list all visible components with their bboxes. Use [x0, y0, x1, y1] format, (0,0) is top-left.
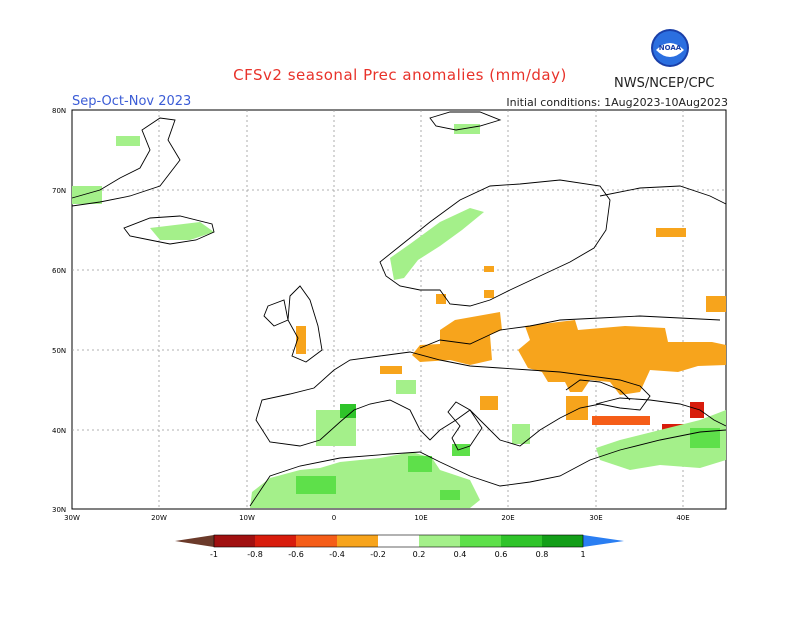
lon-label-0: 0 [332, 514, 336, 522]
season-label: Sep-Oct-Nov 2023 [72, 94, 192, 109]
legend-swatch-neg08 [255, 535, 296, 547]
legend-swatch-02 [419, 535, 460, 547]
lon-label-10e: 10E [414, 514, 427, 522]
wet-area-iceland [150, 222, 214, 240]
dry-area-central-europe [412, 312, 502, 365]
coast-scandinavia [379, 179, 611, 307]
legend-swatch-04 [460, 535, 501, 547]
lon-label-20w: 20W [151, 514, 167, 522]
noaa-logo: NOAA [650, 28, 690, 68]
dry-area-france [380, 366, 402, 374]
wet-area-libya [440, 490, 460, 500]
coast-north-africa [249, 429, 727, 507]
coast-europe-mainland [255, 351, 651, 447]
dry-very-strong-area-caspian [690, 402, 704, 418]
legend-label-06: 0.6 [495, 550, 508, 559]
wet-area-svalbard [116, 136, 140, 146]
agency-label: NWS/NCEP/CPC [614, 76, 715, 91]
wet-area-greenland [72, 186, 102, 204]
coast-black-sea [595, 397, 727, 427]
coast-svalbard [429, 111, 502, 131]
legend-label-neg02: -0.2 [370, 550, 386, 559]
wet-area-norway [390, 208, 484, 280]
lat-label-60n: 60N [52, 267, 66, 275]
wet-area-tunisia [408, 456, 432, 472]
legend-swatch-08 [542, 535, 583, 547]
wet-area-alps [396, 380, 416, 394]
dry-anomaly-areas [296, 228, 726, 420]
dry-strong-area-turkey [592, 416, 650, 425]
wet-area-greece [512, 424, 530, 444]
border-central [419, 315, 721, 349]
dry-area-baltic [484, 290, 494, 298]
lon-axis-labels: 30W 20W 10W 0 10E 20E 30E 40E [64, 514, 690, 522]
legend-swatch-above-1 [583, 535, 624, 547]
dry-area-black-sea [566, 396, 588, 420]
coast-ireland [263, 299, 289, 327]
legend-label-1: 1 [580, 550, 585, 559]
color-legend [175, 534, 624, 548]
coastlines [71, 111, 727, 507]
legend-label-04: 0.4 [454, 550, 467, 559]
map-title: CFSv2 seasonal Prec anomalies (mm/day) [233, 66, 567, 84]
dry-area-britain [296, 326, 306, 354]
legend-label-08: 0.8 [536, 550, 549, 559]
lat-label-40n: 40N [52, 427, 66, 435]
lat-label-30n: 30N [52, 506, 66, 514]
wet-area-east-spain [340, 404, 356, 418]
lat-axis-labels: 80N 70N 60N 50N 40N 30N [52, 107, 66, 514]
legend-swatch-neg06 [296, 535, 337, 547]
wet-area-iran [690, 428, 720, 448]
initial-conditions-label: Initial conditions: 1Aug2023-10Aug2023 [506, 96, 728, 109]
lon-label-40e: 40E [676, 514, 689, 522]
legend-label-neg04: -0.4 [329, 550, 345, 559]
dry-area-eastern-europe [518, 320, 726, 395]
coast-greenland [71, 117, 181, 207]
lat-label-70n: 70N [52, 187, 66, 195]
coast-britain [287, 285, 323, 363]
legend-label-neg1: -1 [210, 550, 218, 559]
legend-swatch-below-neg1 [175, 535, 214, 547]
coast-italy [447, 401, 483, 451]
lon-label-20e: 20E [501, 514, 514, 522]
lat-label-80n: 80N [52, 107, 66, 115]
legend-swatch-06 [501, 535, 542, 547]
dry-area-kola [656, 228, 686, 237]
dry-area-finland [484, 266, 494, 272]
wet-area-arctic [454, 124, 480, 134]
wet-area-sicily [452, 444, 470, 456]
logo-text: NOAA [659, 44, 682, 52]
legend-label-neg08: -0.8 [247, 550, 263, 559]
lat-label-50n: 50N [52, 347, 66, 355]
coast-crimea [565, 379, 631, 401]
coast-white-sea [599, 185, 727, 205]
dry-area-scandinavia [436, 294, 446, 304]
lon-label-30w: 30W [64, 514, 80, 522]
legend-label-neg06: -0.6 [288, 550, 304, 559]
legend-label-02: 0.2 [413, 550, 426, 559]
dry-area-balkans [480, 396, 498, 410]
wet-area-morocco [296, 476, 336, 494]
legend-labels: -1 -0.8 -0.6 -0.4 -0.2 0.2 0.4 0.6 0.8 1 [210, 550, 586, 559]
legend-swatch-neg04 [337, 535, 378, 547]
coast-iceland [123, 215, 215, 245]
legend-swatch-neutral [378, 535, 419, 547]
legend-swatch-neg1 [214, 535, 255, 547]
lon-label-30e: 30E [589, 514, 602, 522]
lon-label-10w: 10W [239, 514, 255, 522]
dry-area-urals [706, 296, 726, 312]
